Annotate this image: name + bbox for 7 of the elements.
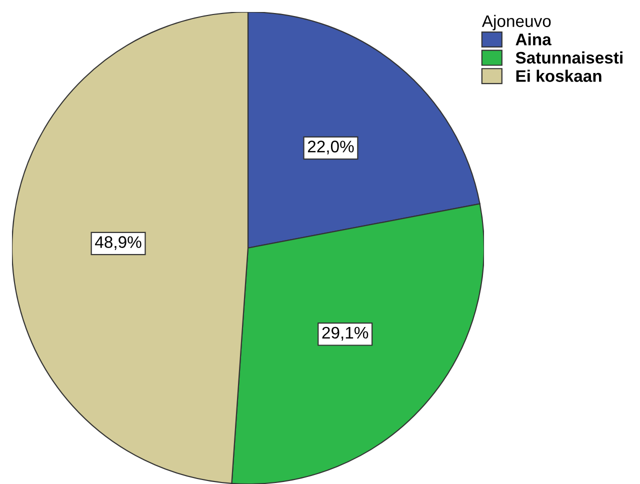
data-label: 22,0%: [308, 140, 354, 154]
legend-label: Ei koskaan: [516, 70, 602, 82]
legend-label: Aina: [516, 33, 552, 46]
data-label: 29,1%: [322, 326, 368, 341]
data-label: 48,9%: [95, 236, 142, 250]
legend-title: Ajoneuvo: [482, 14, 551, 30]
legend-label: Satunnaisesti: [516, 51, 622, 64]
